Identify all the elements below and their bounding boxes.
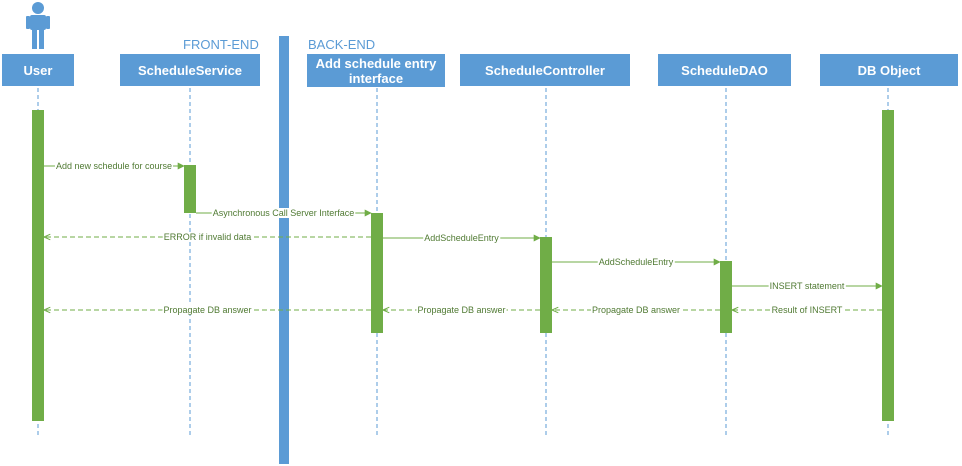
- front-back-separator: [279, 36, 289, 464]
- message-label-background: [770, 305, 844, 315]
- message-label-background: [590, 305, 682, 315]
- message-5: AddScheduleEntry: [552, 257, 721, 267]
- participant-label: ScheduleDAO: [681, 62, 768, 78]
- message-label: Add new schedule for course: [56, 161, 172, 171]
- messages: Add new schedule for course Asynchronous …: [44, 161, 883, 315]
- message-10: Propagate DB answer: [44, 305, 371, 315]
- activation-schedule-dao: [720, 261, 732, 333]
- message-1: Add new schedule for course: [44, 161, 185, 171]
- message-label: Propagate DB answer: [592, 305, 680, 315]
- message-label-background: [211, 208, 356, 218]
- participant-label: ScheduleService: [137, 62, 243, 78]
- message-label-background: [54, 161, 174, 171]
- participant-label: DB Object: [857, 62, 921, 78]
- back-end-label: BACK-END: [308, 37, 376, 52]
- message-3: ERROR if invalid data: [44, 232, 371, 242]
- lifelines: [37, 88, 889, 436]
- message-label-background: [416, 305, 507, 315]
- message-label: Result of INSERT: [772, 305, 843, 315]
- participant-label: ScheduleController: [485, 62, 605, 78]
- message-label: AddScheduleEntry: [424, 233, 499, 243]
- participant-label: User: [23, 62, 53, 78]
- participant-schedule-controller: ScheduleController: [460, 54, 630, 86]
- message-label-background: [162, 232, 253, 242]
- participant-db-object: DB Object: [820, 54, 958, 86]
- activation-user: [32, 110, 44, 421]
- front-end-label: FRONT-END: [183, 37, 259, 52]
- activations: [32, 110, 894, 421]
- message-label: Asynchronous Call Server Interface: [213, 208, 355, 218]
- activation-schedule-controller: [540, 237, 552, 333]
- message-label: Propagate DB answer: [163, 305, 251, 315]
- message-9: Propagate DB answer: [383, 305, 540, 315]
- message-label-background: [423, 233, 501, 243]
- message-4: AddScheduleEntry: [383, 233, 541, 243]
- message-label-background: [597, 257, 675, 267]
- message-label-background: [162, 305, 253, 315]
- message-8: Propagate DB answer: [552, 305, 720, 315]
- participant-schedule-service: ScheduleService: [120, 54, 260, 86]
- message-label: INSERT statement: [770, 281, 845, 291]
- activation-db-object: [882, 110, 894, 421]
- participant-add-schedule-entry-interface: Add schedule entry interface: [307, 54, 445, 87]
- message-label: AddScheduleEntry: [599, 257, 674, 267]
- person-icon: [26, 2, 50, 49]
- participant-schedule-dao: ScheduleDAO: [658, 54, 791, 86]
- message-7: Result of INSERT: [732, 305, 882, 315]
- activation-schedule-service: [184, 165, 196, 213]
- message-label: Propagate DB answer: [417, 305, 505, 315]
- message-label: ERROR if invalid data: [164, 232, 252, 242]
- participant-user: User: [2, 54, 74, 86]
- participant-label: Add schedule entry interface: [315, 55, 437, 86]
- message-label-background: [768, 281, 846, 291]
- message-2: Asynchronous Call Server Interface: [196, 208, 372, 218]
- activation-add-schedule-entry-interface: [371, 213, 383, 333]
- message-6: INSERT statement: [732, 281, 883, 291]
